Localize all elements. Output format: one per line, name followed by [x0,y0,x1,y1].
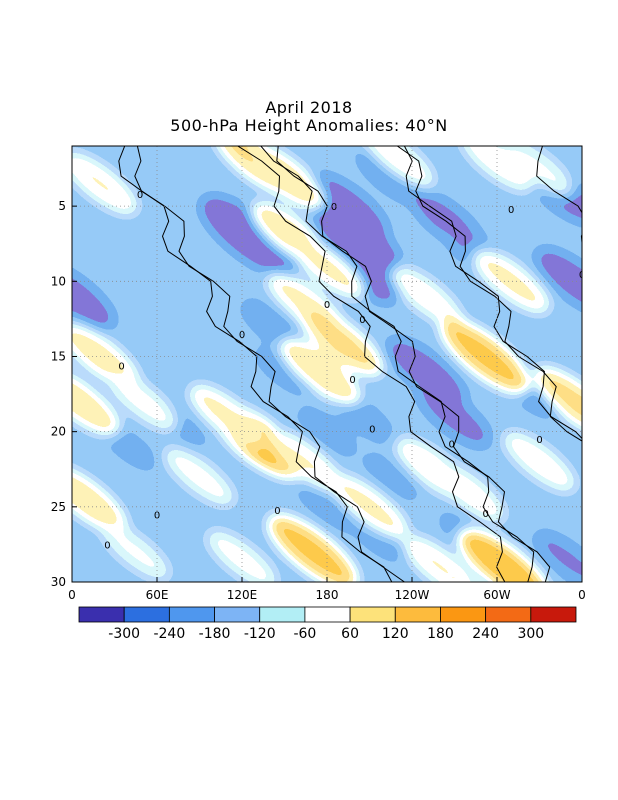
x-tick-label-6: 0 [578,588,586,602]
contour-label-14: 0 [118,362,124,373]
anomaly-cell-0 [201,196,297,276]
colorbar: -300 -240 -180 -120 -60 60 120 180 240 300 [78,606,577,642]
anomaly-cell-46 [268,430,344,493]
anomaly-cell-54 [503,431,576,492]
grid-lines [72,146,582,582]
anomaly-cell-51 [458,529,550,582]
zero-contours: 0 0 0 0 0 0 0 0 0 0 0 0 0 0 0 0 [104,146,585,582]
anomaly-cell-40 [72,368,120,435]
y-tick-label-4: 25 [51,500,66,514]
anomaly-cell-23 [534,532,582,582]
contour-label-3: 0 [154,510,160,521]
colorbar-label-2: -180 [199,626,231,642]
anomaly-cell-37 [440,319,531,394]
anomaly-cell-26 [72,152,138,215]
colorbar-label-4: -60 [293,626,316,642]
contour-label-12: 0 [448,440,454,451]
anomaly-cell-29 [505,146,574,197]
colorbar-label-9: 300 [517,626,544,642]
contour-label-2: 0 [239,330,245,341]
x-tick-label-4: 120W [395,588,430,602]
anomaly-field [72,146,582,582]
colorbar-swatch-4 [259,606,306,623]
anomaly-cell-10 [386,338,466,405]
colorbar-label-0: -300 [108,626,140,642]
anomaly-cell-38 [472,249,550,313]
anomaly-cell-8 [535,248,582,314]
chart-subtitle: 500-hPa Height Anomalies: 40°N [170,116,448,135]
colorbar-label-8: 240 [472,626,499,642]
colorbar-label-3: -120 [244,626,276,642]
anomaly-cell-21 [362,453,419,500]
anomaly-cell-55 [402,536,478,582]
anomaly-cell-4 [357,148,424,204]
anomaly-cell-34 [299,307,383,376]
contour-label-5: 0 [349,375,355,386]
colorbar-label-7: 180 [427,626,454,642]
colorbar-label-5: 60 [341,626,359,642]
colorbar-swatch-6 [349,606,396,623]
x-tick-label-1: 60E [146,588,169,602]
anomaly-cell-35 [279,338,361,405]
anomaly-cell-50 [268,515,358,582]
x-tick-label-0: 0 [68,588,76,602]
anomaly-cell-43 [107,372,179,431]
anomaly-cell-42 [189,384,267,449]
colorbar-swatch-1 [123,606,170,623]
colorbar-label-1: -240 [153,626,185,642]
zero-contour-line-3 [260,146,535,582]
x-tick-label-3: 180 [316,588,339,602]
contour-label-6: 0 [359,315,365,326]
contour-label-10: 0 [536,435,542,446]
x-tick-label-5: 60W [483,588,510,602]
y-tick-label-3: 20 [51,425,66,439]
contour-label-11: 0 [579,270,585,281]
anomaly-cell-45 [72,465,127,533]
zero-contour-line-7 [536,146,582,249]
chart-title: April 2018 [265,98,353,117]
anomaly-cell-16 [100,423,157,470]
contour-label-8: 0 [369,425,375,436]
y-tick-label-0: 5 [58,199,66,213]
colorbar-swatch-7 [394,606,441,623]
axes: 0 60E 120E 180 120W 60W 0 5 10 15 20 25 30 [51,199,586,602]
anomaly-cell-53 [101,523,170,581]
colorbar-swatch-3 [214,606,261,623]
anomaly-cell-52 [206,530,278,582]
contour-label-15: 0 [274,506,280,517]
colorbar-swatch-2 [168,606,215,623]
anomaly-cell-47 [331,475,408,539]
contour-label-7: 0 [331,202,337,213]
y-tick-label-5: 30 [51,575,66,589]
contour-label-4: 0 [324,300,330,311]
colorbar-swatch-9 [485,606,532,623]
y-tick-label-1: 10 [51,274,66,288]
colorbar-swatch-5 [304,606,351,623]
anomaly-cell-17 [298,407,356,456]
anomaly-cell-9 [72,263,115,329]
chart-title-block: April 2018 500-hPa Height Anomalies: 40°… [0,99,618,135]
colorbar-swatch-0 [78,606,125,623]
contour-label-9: 0 [508,205,514,216]
anomaly-cell-1 [309,198,402,274]
contour-label-0: 0 [104,540,110,551]
anomaly-cell-49 [432,461,505,522]
anomaly-cell-14 [255,347,314,396]
contour-label-1: 0 [137,190,143,201]
zero-contour-line-4 [237,146,506,582]
colorbar-label-6: 120 [382,626,409,642]
anomaly-cell-27 [361,146,435,188]
colorbar-swatch-8 [440,606,487,623]
colorbar-swatch-10 [530,606,577,623]
anomaly-cell-25 [244,146,325,210]
anomaly-cell-44 [164,447,235,506]
zero-contour-line-6 [403,146,582,440]
contour-label-13: 0 [482,509,488,520]
x-tick-label-2: 120E [227,588,258,602]
zero-contour-line-1 [118,146,393,582]
anomaly-cell-20 [347,513,406,561]
anomaly-cell-3 [311,230,399,303]
y-tick-label-2: 15 [51,349,66,363]
